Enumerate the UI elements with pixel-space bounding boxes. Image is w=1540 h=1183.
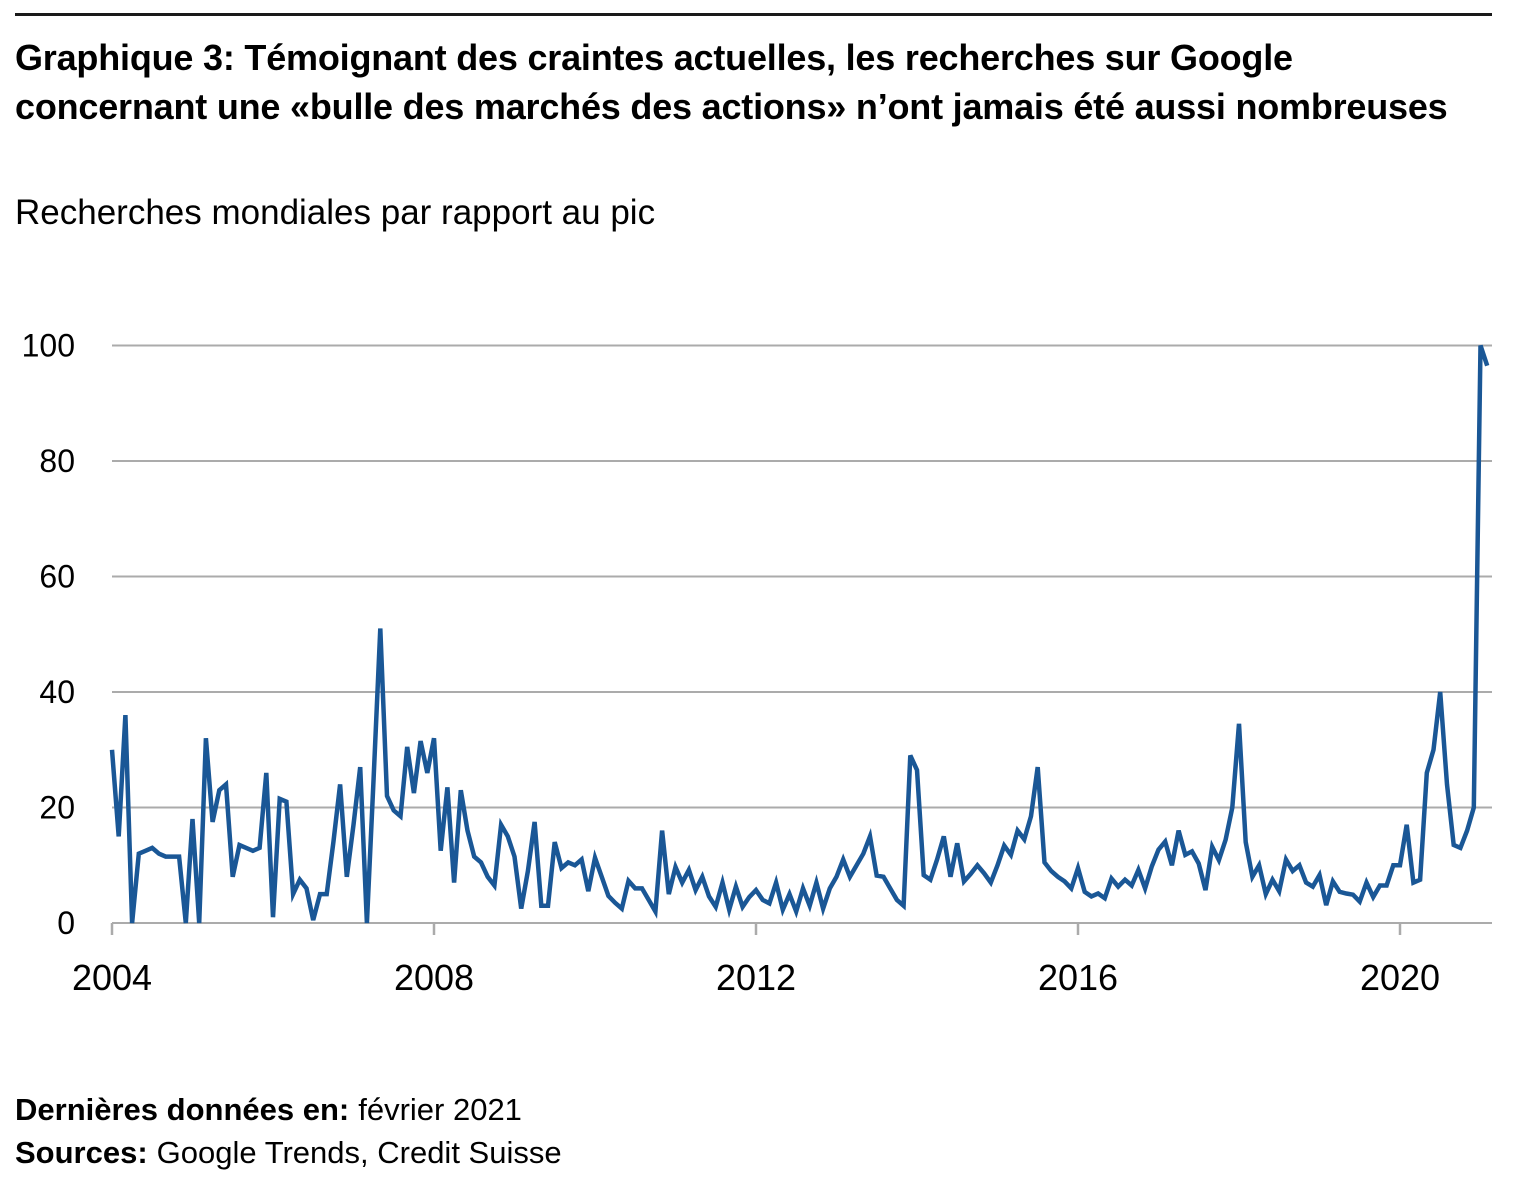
sources-value: Google Trends, Credit Suisse [156, 1135, 562, 1170]
x-axis-label: 2016 [1038, 957, 1118, 998]
y-axis-label: 60 [39, 559, 75, 595]
x-axis-label: 2012 [716, 957, 796, 998]
last-data-line: Dernières données en: février 2021 [15, 1088, 1487, 1131]
top-rule [15, 13, 1492, 16]
last-data-label: Dernières données en: [15, 1092, 350, 1127]
sources-label: Sources: [15, 1135, 148, 1170]
y-axis-label: 0 [57, 905, 75, 941]
sources-line: Sources: Google Trends, Credit Suisse [15, 1131, 1487, 1174]
x-axis-label: 2020 [1360, 957, 1440, 998]
chart-subtitle: Recherches mondiales par rapport au pic [15, 193, 656, 232]
last-data-value: février 2021 [358, 1092, 522, 1127]
y-axis-label: 80 [39, 443, 75, 479]
x-axis-label: 2008 [394, 957, 474, 998]
y-axis-label: 40 [39, 674, 75, 710]
chart-footer: Dernières données en: février 2021 Source… [15, 1088, 1487, 1174]
trend-line [109, 344, 1490, 924]
y-axis-label: 100 [22, 328, 75, 364]
x-axis-label: 2004 [72, 957, 152, 998]
chart-title: Graphique 3: Témoignant des craintes act… [15, 37, 1448, 127]
y-axis-label: 20 [39, 790, 75, 826]
